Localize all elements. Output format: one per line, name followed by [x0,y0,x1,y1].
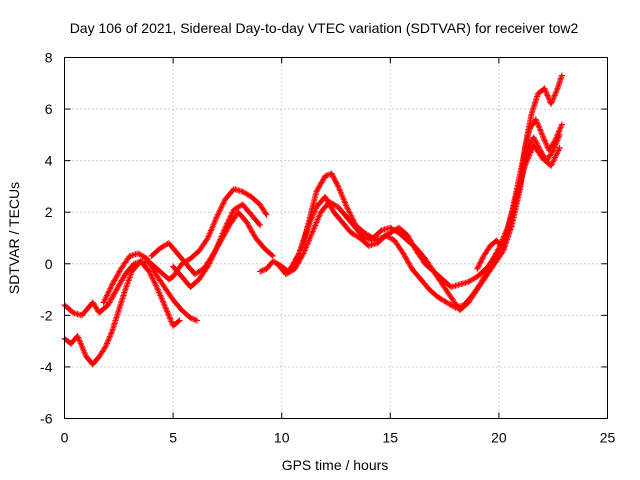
x-tick-label: 5 [169,430,177,446]
data-points [61,72,565,368]
series-track-e [170,201,263,290]
chart-title: Day 106 of 2021, Sidereal Day-to-day VTE… [70,20,579,36]
series-track-g [274,131,563,290]
x-tick-label: 25 [600,430,616,446]
series-track-c [100,250,200,324]
plus-markers [274,131,563,290]
y-tick-label: 4 [45,153,53,169]
plot-frame [64,57,608,419]
y-axis-label: SDTVAR / TECUs [6,182,22,294]
y-axis-ticks: -6 -4 -2 0 2 4 6 8 [40,50,608,427]
x-tick-label: 0 [61,430,69,446]
x-axis-label: GPS time / hours [282,457,389,473]
x-tick-label: 20 [491,430,507,446]
plus-markers [100,250,200,324]
y-tick-label: -6 [40,411,53,427]
series-track-i [474,116,565,272]
x-tick-label: 10 [274,430,290,446]
y-tick-label: -4 [40,359,53,375]
plus-markers [474,116,565,272]
x-tick-label: 15 [383,430,399,446]
y-tick-label: -2 [40,307,53,323]
plus-markers [170,201,263,290]
y-tick-label: 0 [45,256,53,272]
y-tick-label: 8 [45,50,53,66]
y-tick-label: 6 [45,101,53,117]
y-tick-label: 2 [45,204,53,220]
grid [64,57,608,419]
